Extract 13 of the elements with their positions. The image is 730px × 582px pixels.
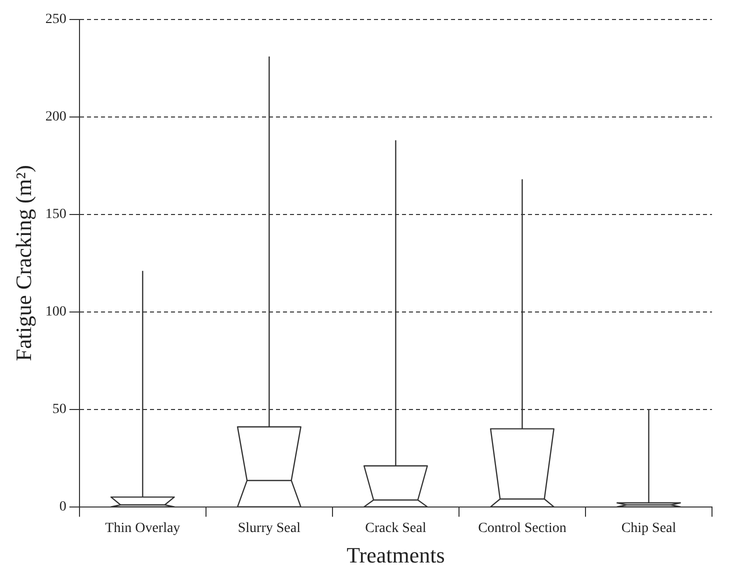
y-axis-title: Fatigue Cracking (m²) (10, 165, 36, 362)
x-tick-label: Thin Overlay (105, 520, 180, 536)
x-tick-label: Crack Seal (365, 520, 426, 536)
x-tick-label: Slurry Seal (238, 520, 301, 536)
y-tick-label: 200 (45, 110, 66, 125)
y-tick-label: 100 (45, 304, 66, 320)
x-tick-label: Chip Seal (621, 520, 676, 536)
y-tick-label: 50 (52, 402, 66, 417)
x-axis-title: Treatments (346, 542, 445, 568)
y-tick-label: 250 (45, 12, 66, 28)
y-tick-label: 0 (59, 499, 66, 514)
x-tick-label: Control Section (478, 520, 566, 536)
y-tick-label: 150 (45, 207, 66, 222)
